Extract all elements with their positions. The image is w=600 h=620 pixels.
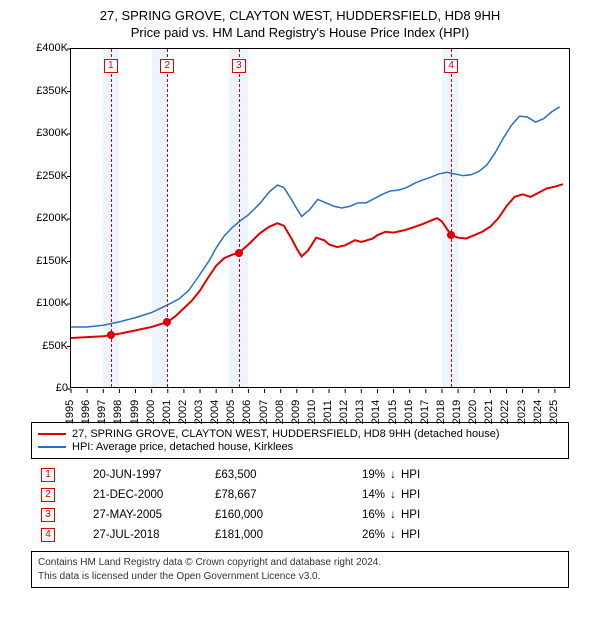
footer-box: Contains HM Land Registry data © Crown c… <box>31 551 569 588</box>
legend-swatch-price-paid <box>38 433 66 435</box>
legend-label-price-paid: 27, SPRING GROVE, CLAYTON WEST, HUDDERSF… <box>72 428 500 440</box>
y-tick-label: £50K <box>42 340 68 352</box>
sale-row: 427-JUL-2018£181,00026%↓HPI <box>31 525 569 545</box>
x-tick-label: 1999 <box>129 400 141 424</box>
legend-row-price-paid: 27, SPRING GROVE, CLAYTON WEST, HUDDERSF… <box>38 428 562 440</box>
x-tick-label: 2022 <box>499 400 511 424</box>
x-tick-label: 2014 <box>370 400 382 424</box>
x-tick-label: 2021 <box>483 400 495 424</box>
chart-lines-svg <box>71 49 569 387</box>
down-arrow-icon: ↓ <box>385 509 401 521</box>
x-tick-label: 2017 <box>419 400 431 424</box>
legend-row-hpi: HPI: Average price, detached house, Kirk… <box>38 441 562 453</box>
sale-marker-dot <box>235 249 243 257</box>
x-tick-label: 2024 <box>532 400 544 424</box>
sale-row-price: £78,667 <box>215 489 335 501</box>
sale-row-number: 2 <box>41 488 55 502</box>
chart-title-block: 27, SPRING GROVE, CLAYTON WEST, HUDDERSF… <box>0 0 600 44</box>
x-tick-label: 2004 <box>209 400 221 424</box>
plot-region: 1 2 3 4 <box>70 48 570 388</box>
x-tick-label: 1996 <box>80 400 92 424</box>
sale-row-pct: 16% <box>335 509 385 521</box>
x-tick-label: 2006 <box>241 400 253 424</box>
sale-row-pct: 19% <box>335 469 385 481</box>
sale-row-price: £63,500 <box>215 469 335 481</box>
sale-row-date: 20-JUN-1997 <box>55 469 215 481</box>
x-tick-label: 2013 <box>354 400 366 424</box>
sale-row-pct: 14% <box>335 489 385 501</box>
sale-marker-dot <box>107 331 115 339</box>
chart-area: 1 2 3 4 £0 £50K £100K £150K £200K £250K £300K £350… <box>20 48 580 418</box>
sale-row-hpi-suffix: HPI <box>401 529 441 541</box>
sale-marker-number: 2 <box>160 59 174 73</box>
x-tick-label: 2020 <box>467 400 479 424</box>
y-tick-label: £150K <box>36 255 68 267</box>
x-tick-label: 2009 <box>290 400 302 424</box>
x-tick-label: 2003 <box>193 400 205 424</box>
sale-row-hpi-suffix: HPI <box>401 469 441 481</box>
x-tick-label: 2016 <box>403 400 415 424</box>
x-tick-label: 2011 <box>322 400 334 424</box>
x-tick-label: 2012 <box>338 400 350 424</box>
legend-label-hpi: HPI: Average price, detached house, Kirk… <box>72 441 293 453</box>
title-line-1: 27, SPRING GROVE, CLAYTON WEST, HUDDERSF… <box>0 8 600 23</box>
x-tick-label: 2025 <box>548 400 560 424</box>
sale-marker-line <box>239 49 240 387</box>
sale-row-price: £160,000 <box>215 509 335 521</box>
footer-line-2: This data is licensed under the Open Gov… <box>38 570 562 584</box>
sale-marker-number: 1 <box>104 59 118 73</box>
y-tick-label: £100K <box>36 297 68 309</box>
y-tick-label: £350K <box>36 85 68 97</box>
down-arrow-icon: ↓ <box>385 489 401 501</box>
x-tick-label: 1998 <box>112 400 124 424</box>
sale-row-date: 21-DEC-2000 <box>55 489 215 501</box>
x-tick-label: 2015 <box>387 400 399 424</box>
sale-row-date: 27-MAY-2005 <box>55 509 215 521</box>
sale-row-date: 27-JUL-2018 <box>55 529 215 541</box>
sale-row-hpi-suffix: HPI <box>401 489 441 501</box>
x-tick-label: 2001 <box>161 400 173 424</box>
down-arrow-icon: ↓ <box>385 529 401 541</box>
y-tick-label: £0 <box>56 382 68 394</box>
x-tick-label: 2019 <box>451 400 463 424</box>
sale-marker-dot <box>163 318 171 326</box>
x-tick-label: 2002 <box>177 400 189 424</box>
legend-box: 27, SPRING GROVE, CLAYTON WEST, HUDDERSF… <box>31 422 569 459</box>
y-tick-label: £200K <box>36 212 68 224</box>
x-tick-label: 2005 <box>225 400 237 424</box>
x-tick-label: 2023 <box>516 400 528 424</box>
sale-row-pct: 26% <box>335 529 385 541</box>
x-tick-label: 2007 <box>258 400 270 424</box>
sale-marker-number: 4 <box>444 59 458 73</box>
series-hpi <box>71 107 560 327</box>
y-tick-label: £250K <box>36 170 68 182</box>
down-arrow-icon: ↓ <box>385 469 401 481</box>
x-tick-label: 1997 <box>96 400 108 424</box>
x-tick-label: 2018 <box>435 400 447 424</box>
sale-marker-dot <box>447 231 455 239</box>
sales-table: 120-JUN-1997£63,50019%↓HPI221-DEC-2000£7… <box>31 465 569 545</box>
sale-marker-line <box>451 49 452 387</box>
y-tick-label: £300K <box>36 127 68 139</box>
x-tick-label: 1995 <box>64 400 76 424</box>
sale-marker-number: 3 <box>232 59 246 73</box>
legend-swatch-hpi <box>38 446 66 448</box>
title-line-2: Price paid vs. HM Land Registry's House … <box>0 25 600 40</box>
sale-row: 327-MAY-2005£160,00016%↓HPI <box>31 505 569 525</box>
x-tick-label: 2000 <box>145 400 157 424</box>
x-tick-label: 2008 <box>274 400 286 424</box>
x-tick-label: 2010 <box>306 400 318 424</box>
sale-row-number: 1 <box>41 468 55 482</box>
sale-row-price: £181,000 <box>215 529 335 541</box>
sale-row: 221-DEC-2000£78,66714%↓HPI <box>31 485 569 505</box>
sale-row: 120-JUN-1997£63,50019%↓HPI <box>31 465 569 485</box>
sale-marker-line <box>167 49 168 387</box>
sale-row-number: 3 <box>41 508 55 522</box>
sale-row-number: 4 <box>41 528 55 542</box>
y-tick-label: £400K <box>36 42 68 54</box>
footer-line-1: Contains HM Land Registry data © Crown c… <box>38 556 562 570</box>
sale-row-hpi-suffix: HPI <box>401 509 441 521</box>
